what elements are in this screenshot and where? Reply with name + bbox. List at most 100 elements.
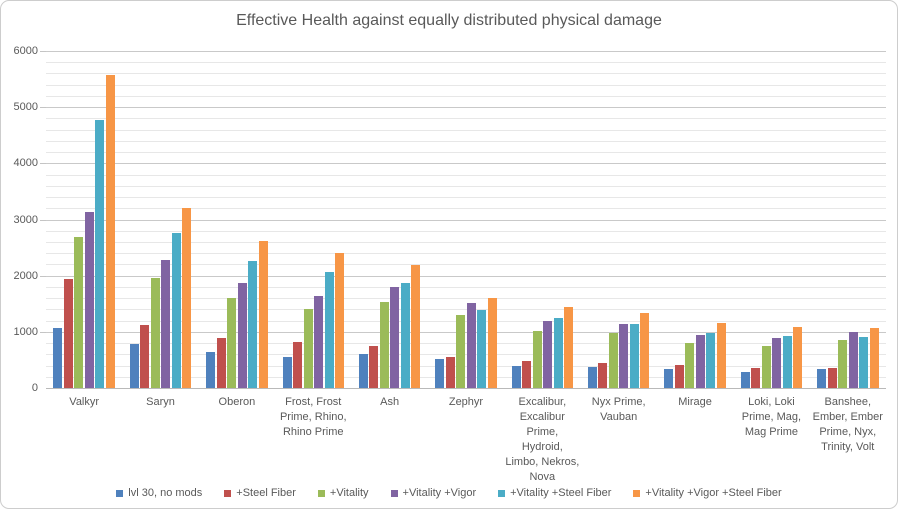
y-tick-label: 0 — [31, 382, 38, 394]
category-label: Nyx Prime, Vauban — [591, 396, 646, 423]
bar-group — [275, 51, 351, 388]
legend-item[interactable]: +Steel Fiber — [224, 487, 296, 499]
bar[interactable] — [129, 344, 139, 388]
bar[interactable] — [150, 277, 160, 388]
gridline-minor — [46, 129, 886, 131]
category-label: Zephyr — [448, 396, 484, 408]
bar[interactable] — [640, 313, 650, 388]
bar-group — [199, 51, 275, 388]
bar[interactable] — [564, 307, 574, 388]
bar[interactable] — [303, 309, 313, 388]
bar[interactable] — [772, 338, 782, 388]
bar[interactable] — [237, 282, 247, 388]
legend-label: +Vitality +Vigor — [402, 487, 477, 499]
bar[interactable] — [716, 323, 726, 388]
bar[interactable] — [105, 75, 115, 388]
bar[interactable] — [782, 336, 792, 388]
bar[interactable] — [664, 368, 674, 388]
legend-item[interactable]: +Vitality +Vigor +Steel Fiber — [633, 487, 782, 499]
legend-label: +Vitality — [329, 487, 369, 499]
bar[interactable] — [293, 341, 302, 388]
bar[interactable] — [53, 327, 63, 388]
legend-color-swatch-icon — [224, 489, 232, 497]
bar-group — [733, 51, 809, 388]
bar[interactable] — [629, 323, 639, 388]
bar[interactable] — [532, 331, 542, 388]
bar[interactable] — [793, 327, 803, 388]
bar[interactable] — [685, 343, 695, 388]
bar[interactable] — [543, 320, 553, 388]
bar[interactable] — [827, 368, 837, 388]
bar-group — [657, 51, 733, 388]
bar[interactable] — [411, 265, 421, 388]
bar[interactable] — [587, 366, 597, 388]
bar[interactable] — [445, 357, 455, 388]
y-tick-label: 5000 — [13, 101, 38, 114]
bar[interactable] — [695, 334, 705, 388]
bar[interactable] — [619, 323, 629, 388]
bar[interactable] — [522, 361, 532, 388]
bar[interactable] — [282, 357, 292, 388]
category-label: Oberon — [218, 396, 256, 408]
bar-group — [428, 51, 504, 388]
bar[interactable] — [248, 261, 258, 388]
bar[interactable] — [206, 352, 216, 388]
bar[interactable] — [466, 302, 476, 388]
bar[interactable] — [761, 345, 771, 388]
legend-item[interactable]: +Vitality +Steel Fiber — [498, 487, 611, 499]
bar-group — [810, 51, 886, 388]
bar[interactable] — [227, 298, 237, 388]
bar[interactable] — [379, 302, 389, 388]
bar[interactable] — [598, 363, 608, 388]
bar[interactable] — [258, 241, 268, 388]
bar[interactable] — [63, 279, 73, 388]
bar[interactable] — [740, 372, 750, 388]
bar[interactable] — [477, 309, 487, 388]
bar[interactable] — [84, 211, 94, 388]
gridline-major — [46, 163, 886, 165]
bar[interactable] — [553, 318, 563, 388]
bar[interactable] — [314, 295, 323, 388]
bar[interactable] — [751, 368, 761, 388]
bar[interactable] — [95, 120, 105, 388]
bar[interactable] — [335, 252, 344, 388]
gridline-minor — [46, 354, 886, 356]
bar[interactable] — [161, 259, 171, 388]
bar[interactable] — [171, 232, 181, 388]
bar[interactable] — [859, 336, 869, 388]
bar-group — [351, 51, 427, 388]
bar[interactable] — [400, 282, 410, 388]
bar[interactable] — [511, 366, 521, 388]
bar[interactable] — [140, 325, 150, 388]
bar[interactable] — [838, 339, 848, 388]
bar-groups — [46, 51, 886, 388]
bar[interactable] — [706, 332, 716, 388]
x-axis-category-labels: Valkyr Saryn Oberon Frost, Frost Prime, Rhi… — [46, 391, 886, 485]
gridline-minor — [46, 230, 886, 232]
bar[interactable] — [182, 208, 192, 388]
x-axis-line — [46, 388, 886, 389]
legend-color-swatch-icon — [317, 489, 325, 497]
bar[interactable] — [216, 338, 226, 388]
bar[interactable] — [848, 332, 858, 388]
bar[interactable] — [74, 236, 84, 388]
bar[interactable] — [869, 327, 879, 388]
y-axis-tick — [40, 331, 46, 333]
bar[interactable] — [674, 364, 684, 388]
bar[interactable] — [487, 298, 497, 388]
bar[interactable] — [324, 272, 334, 388]
legend-item[interactable]: lvl 30, no mods — [116, 487, 202, 499]
legend-item[interactable]: +Vitality +Vigor — [390, 487, 477, 499]
bar[interactable] — [608, 332, 618, 388]
bar[interactable] — [817, 368, 827, 388]
bar[interactable] — [456, 314, 466, 388]
bar-group — [122, 51, 198, 388]
gridline-major — [46, 107, 886, 109]
y-axis-tick — [40, 163, 46, 165]
legend-item[interactable]: +Vitality — [317, 487, 369, 499]
bar[interactable] — [390, 286, 400, 388]
bar[interactable] — [369, 345, 379, 388]
bar[interactable] — [435, 359, 445, 388]
bar[interactable] — [358, 354, 368, 388]
